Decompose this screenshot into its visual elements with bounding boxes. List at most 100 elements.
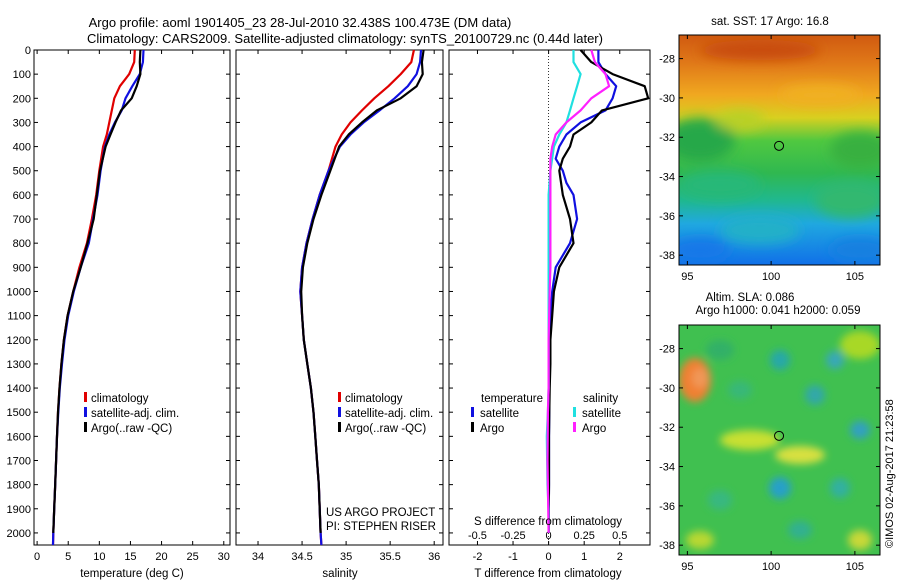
series-line: [546, 49, 611, 533]
legend-label-climatology: climatology: [91, 393, 149, 405]
sst-map-panel: sat. SST: 17 Argo: 16.8 -28-30-32-34-36-…: [659, 16, 881, 283]
s-tick-label: -0.5: [468, 530, 487, 542]
depth-tick-label: 2000: [7, 528, 31, 540]
t-difference-axis-ticks: -2 -1 0 1 2: [473, 50, 623, 563]
legend-label-t-argo: Argo: [480, 423, 504, 435]
depth-tick-label: 100: [13, 69, 31, 81]
salinity-profile-lines: [299, 49, 425, 546]
legend-label-argo: Argo(..raw -QC): [91, 423, 172, 435]
lon-tick-label: 105: [846, 561, 864, 573]
depth-tick-label: 200: [13, 93, 31, 105]
sla-map-ticks: -28 -30 -32 -34 -36 -38 95 100 105: [659, 325, 880, 573]
x-tick-label: 36: [428, 551, 440, 563]
legend-swatch-s-satellite: [573, 407, 576, 417]
lon-tick-label: 95: [681, 561, 693, 573]
lat-tick-label: -36: [659, 501, 675, 513]
series-line: [547, 50, 618, 533]
x-tick-label: 20: [155, 551, 167, 563]
legend-label-satellite: satellite-adj. clim.: [91, 408, 179, 420]
salinity-legend: climatology satellite-adj. clim. Argo(..…: [338, 392, 433, 435]
series-line: [52, 49, 142, 533]
sla-map-panel: Altim. SLA: 0.086 Argo h1000: 0.041 h200…: [659, 292, 881, 573]
legend-swatch-s-argo: [573, 422, 576, 432]
depth-tick-label: 1900: [7, 504, 31, 516]
s-difference-axis-ticks: -0.5 -0.25 0 0.25 0.5: [468, 530, 627, 542]
depth-tick-label: 1500: [7, 407, 31, 419]
x-tick-label: 35.5: [379, 551, 400, 563]
depth-tick-label: 1000: [7, 286, 31, 298]
depth-tick-label: 600: [13, 190, 31, 202]
depth-tick-label: 300: [13, 117, 31, 129]
x-tick-label: -2: [473, 551, 483, 563]
series-line: [51, 49, 136, 546]
legend-swatch-t-argo: [471, 422, 474, 432]
salinity-plot-frame: [235, 49, 444, 546]
x-tick-label: 15: [124, 551, 136, 563]
x-tick-label: 2: [617, 551, 623, 563]
legend-heading-temperature: temperature: [481, 393, 543, 405]
depth-tick-label: 1100: [7, 311, 31, 323]
s-difference-axis-label: S difference from climatology: [474, 516, 622, 528]
depth-tick-label: 1800: [7, 480, 31, 492]
temperature-profile-lines: [51, 49, 145, 546]
x-tick-label: 34: [252, 551, 264, 563]
sst-map-title: sat. SST: 17 Argo: 16.8: [711, 16, 829, 28]
lat-tick-label: -28: [659, 54, 675, 66]
temperature-panel: 0 100 200 300 400 500 600 700 800 900 1000 1100 1200…: [7, 45, 231, 580]
legend-swatch-argo: [84, 422, 87, 432]
difference-panel: -2 -1 0 1 2 -0.5 -0.25 0 0.25 0.5 S difference f…: [448, 49, 651, 580]
legend-label-argo: Argo(..raw -QC): [345, 423, 426, 435]
depth-tick-label: 1300: [7, 359, 31, 371]
lon-tick-label: 100: [762, 561, 780, 573]
legend-label-t-satellite: satellite: [480, 408, 519, 420]
legend-label-s-argo: Argo: [582, 423, 606, 435]
x-tick-label: 0: [546, 551, 552, 563]
depth-tick-label: 1400: [7, 383, 31, 395]
depth-tick-label: 1700: [7, 455, 31, 467]
lat-tick-label: -38: [659, 540, 675, 552]
legend-label-climatology: climatology: [345, 393, 403, 405]
legend-label-satellite: satellite-adj. clim.: [345, 408, 433, 420]
x-tick-label: 10: [93, 551, 105, 563]
x-tick-label: 1: [581, 551, 587, 563]
salinity-panel: 34 34.5 35 35.5 36 salinity climatology sate…: [235, 49, 444, 580]
legend-swatch-satellite: [84, 407, 87, 417]
lat-tick-label: -34: [659, 462, 675, 474]
depth-tick-label: 400: [13, 142, 31, 154]
depth-tick-label: 0: [25, 45, 31, 57]
lat-tick-label: -30: [659, 93, 675, 105]
series-line: [547, 49, 650, 533]
depth-tick-label: 900: [13, 262, 31, 274]
temperature-legend: climatology satellite-adj. clim. Argo(..…: [84, 392, 179, 435]
salinity-axis-ticks: 34 34.5 35 35.5 36: [252, 50, 440, 563]
s-tick-label: 0: [546, 530, 552, 542]
legend-swatch-satellite: [338, 407, 341, 417]
legend-label-s-satellite: satellite: [582, 408, 621, 420]
sst-map-ticks: -28 -30 -32 -34 -36 -38 95 100 105: [659, 35, 880, 283]
x-tick-label: 35: [340, 551, 352, 563]
temperature-plot-frame: [33, 49, 231, 546]
depth-tick-label: 800: [13, 238, 31, 250]
depth-axis-ticks: 0 100 200 300 400 500 600 700 800 900 1000 1100 1200…: [7, 45, 230, 540]
figure-title-line2: Climatology: CARS2009. Satellite-adjuste…: [87, 31, 603, 46]
depth-tick-label: 1200: [7, 335, 31, 347]
difference-depth-ticks: [449, 49, 650, 534]
temperature-axis-label: temperature (deg C): [80, 568, 184, 580]
series-line: [300, 49, 425, 533]
sla-map-title-line1: Altim. SLA: 0.086: [706, 292, 795, 304]
salinity-axis-label: salinity: [322, 568, 357, 580]
legend-heading-salinity: salinity: [583, 393, 618, 405]
x-tick-label: 5: [65, 551, 71, 563]
legend-swatch-climatology: [84, 392, 87, 402]
credit-label: ©IMOS 02-Aug-2017 21:23:58: [884, 399, 896, 548]
legend-swatch-climatology: [338, 392, 341, 402]
sst-map-frame: [678, 34, 881, 266]
lat-tick-label: -32: [659, 422, 675, 434]
figure-title-line1: Argo profile: aoml 1901405_23 28-Jul-201…: [89, 15, 512, 30]
x-tick-label: 25: [187, 551, 199, 563]
lat-tick-label: -28: [659, 344, 675, 356]
depth-tick-label: 700: [13, 214, 31, 226]
depth-tick-label: 500: [13, 166, 31, 178]
legend-swatch-t-satellite: [471, 407, 474, 417]
